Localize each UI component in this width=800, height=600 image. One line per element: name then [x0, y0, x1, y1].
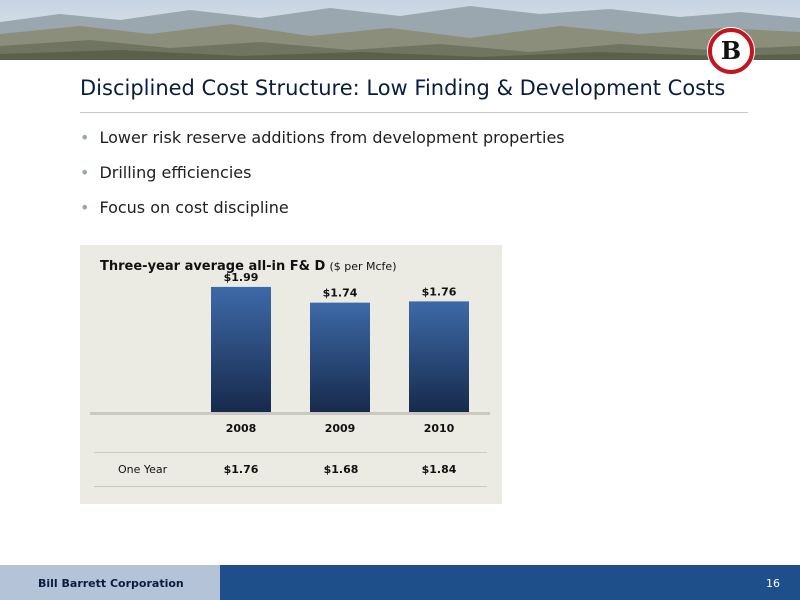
chart-panel: Three-year average all-in F& D ($ per Mc… [80, 245, 502, 504]
table-divider-top [94, 452, 487, 453]
slide-title: Disciplined Cost Structure: Low Finding … [80, 76, 726, 100]
x-tick-label-2009: 2009 [325, 422, 356, 435]
x-tick-label-2008: 2008 [226, 422, 257, 435]
table-cell-2008: $1.76 [223, 463, 259, 476]
bar-2009 [310, 302, 370, 412]
company-name: Bill Barrett Corporation [38, 577, 184, 590]
bullet-icon: • [80, 128, 90, 147]
data-label-2010: $1.76 [422, 285, 457, 298]
data-label-2008: $1.99 [224, 271, 259, 284]
bar-chart: $1.99 2008 $1.74 2009 $1.76 2010 [90, 271, 490, 435]
footer-company-bar: Bill Barrett Corporation [0, 565, 220, 600]
table-row-label: One Year [118, 463, 168, 476]
bullet-list: • Lower risk reserve additions from devel… [80, 126, 565, 231]
page-number: 16 [766, 577, 780, 590]
logo-letter: B [721, 36, 741, 65]
header-banner [0, 0, 800, 60]
bullet-item: • Focus on cost discipline [80, 198, 289, 217]
title-divider [80, 112, 748, 113]
table-divider-bottom [94, 486, 487, 487]
bullet-item: • Drilling efficiencies [80, 163, 252, 182]
bullet-icon: • [80, 198, 90, 217]
company-logo: B [707, 27, 755, 75]
mountain-landscape-image [0, 0, 800, 60]
footer-bar: 16 [220, 565, 800, 600]
bar-2010 [409, 301, 469, 412]
x-axis-baseline [90, 412, 490, 415]
table-cell-2010: $1.84 [421, 463, 457, 476]
table-cell-2009: $1.68 [323, 463, 359, 476]
chart-unit: ($ per Mcfe) [329, 260, 397, 273]
x-tick-label-2010: 2010 [424, 422, 455, 435]
bar-2008 [211, 286, 271, 412]
data-label-2009: $1.74 [323, 287, 358, 300]
bullet-item: • Lower risk reserve additions from devel… [80, 128, 565, 147]
bullet-icon: • [80, 163, 90, 182]
chart-title: Three-year average all-in F& D ($ per Mc… [100, 259, 397, 274]
